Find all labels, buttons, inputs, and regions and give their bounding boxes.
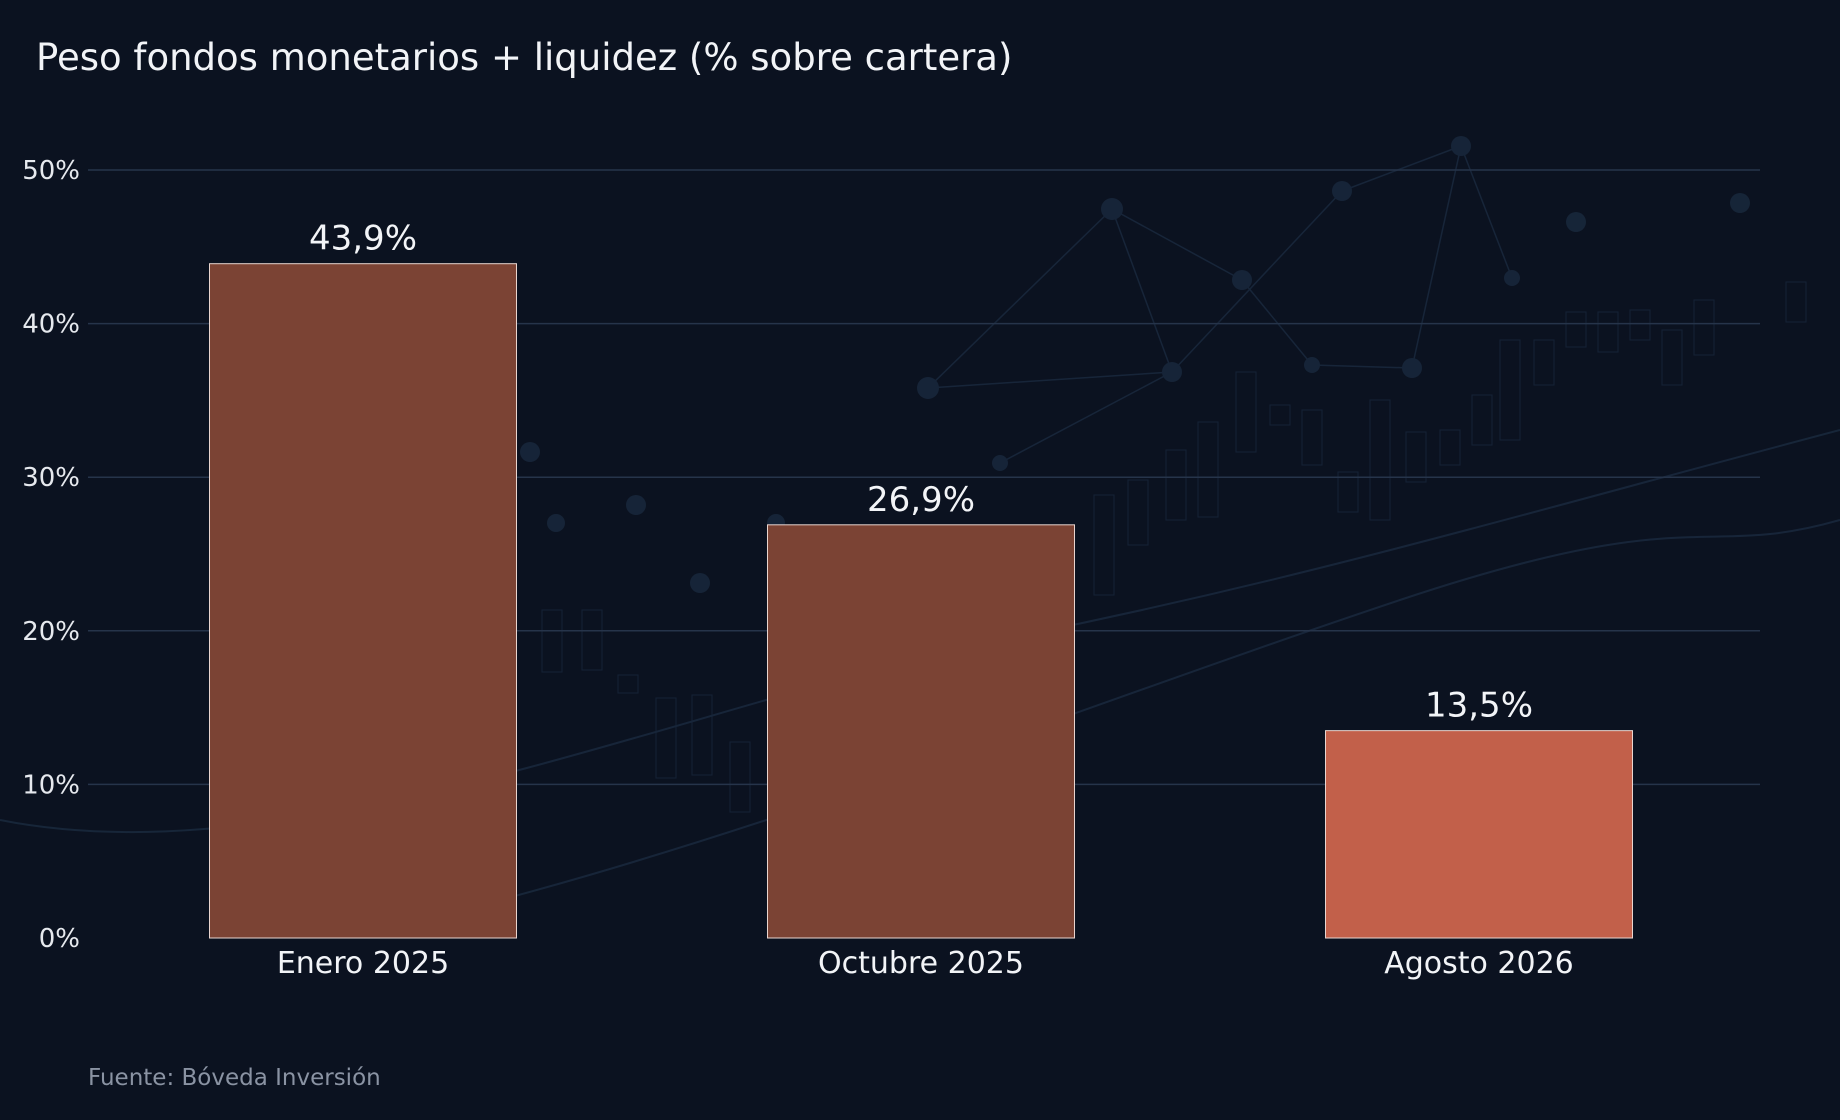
bar-value-label: 13,5% — [1425, 686, 1533, 726]
x-axis-ticks: Enero 2025 Octubre 2025 Agosto 2026 — [277, 946, 1574, 981]
bar-value-label: 26,9% — [867, 480, 975, 520]
chart-title: Peso fondos monetarios + liquidez (% sob… — [36, 36, 1012, 79]
x-tick-label: Octubre 2025 — [818, 946, 1024, 981]
x-tick-label: Enero 2025 — [277, 946, 449, 981]
bar — [767, 524, 1075, 939]
y-tick-label: 40% — [22, 310, 80, 340]
y-tick-label: 50% — [22, 156, 80, 186]
bars — [209, 263, 1633, 939]
y-tick-label: 20% — [22, 617, 80, 647]
bar-value-label: 43,9% — [309, 219, 417, 259]
y-tick-label: 0% — [39, 924, 80, 954]
bar — [209, 263, 517, 939]
source-note: Fuente: Bóveda Inversión — [88, 1065, 381, 1091]
y-axis-ticks: 0% 10% 20% 30% 40% 50% — [22, 156, 80, 954]
bar — [1325, 730, 1633, 939]
data-labels: 43,9% 26,9% 13,5% — [309, 219, 1533, 726]
x-tick-label: Agosto 2026 — [1384, 946, 1574, 981]
y-tick-label: 30% — [22, 463, 80, 493]
y-tick-label: 10% — [22, 770, 80, 800]
